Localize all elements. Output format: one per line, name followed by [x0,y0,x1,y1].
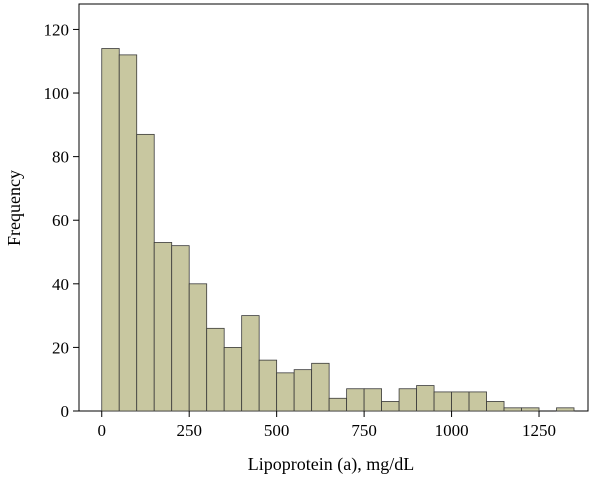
histogram-bar [433,391,452,412]
histogram-bar [101,48,120,412]
y-axis-label: Frequency [4,170,24,246]
histogram-bar [153,242,173,412]
histogram-bar [398,388,417,412]
histogram-bar [416,385,435,412]
bars-layer [101,48,575,412]
histogram-bar [171,245,190,412]
histogram-bar [206,327,225,412]
histogram-bar [363,388,382,412]
x-tick-label: 500 [264,421,290,440]
y-tick-label: 20 [52,338,69,357]
histogram-bar [503,407,522,412]
histogram-bar [118,54,138,412]
histogram-bar [346,388,365,412]
y-tick-label: 40 [52,275,69,294]
x-tick-label: 1000 [435,421,469,440]
x-axis-ticks: 0 250 500 750 1000 1250 [97,411,556,440]
x-tick-label: 250 [176,421,202,440]
histogram-bar [188,283,208,412]
y-axis-ticks: 0 20 40 60 80 100 120 [44,20,79,421]
y-tick-label: 0 [61,402,70,421]
x-axis-label: Lipoprotein (a), mg/dL [248,454,414,475]
histogram-bar [328,397,348,412]
x-tick-label: 0 [97,421,106,440]
histogram-bar [293,369,313,412]
x-tick-label: 1250 [522,421,556,440]
histogram-bar [311,362,330,412]
histogram-bar [136,133,155,412]
y-tick-label: 60 [52,211,69,230]
y-tick-label: 120 [44,20,70,39]
x-tick-label: 750 [351,421,377,440]
histogram-bar [468,391,487,412]
histogram-bar [556,407,575,412]
histogram-bar [241,315,260,412]
histogram-bar [381,401,400,412]
histogram-bar [486,401,505,412]
histogram-bar [276,372,295,412]
histogram-bar [451,391,470,412]
histogram-bar [223,347,243,412]
y-tick-label: 80 [52,148,69,167]
histogram-bar [258,359,278,412]
y-tick-label: 100 [44,84,70,103]
histogram-bar [521,407,540,412]
